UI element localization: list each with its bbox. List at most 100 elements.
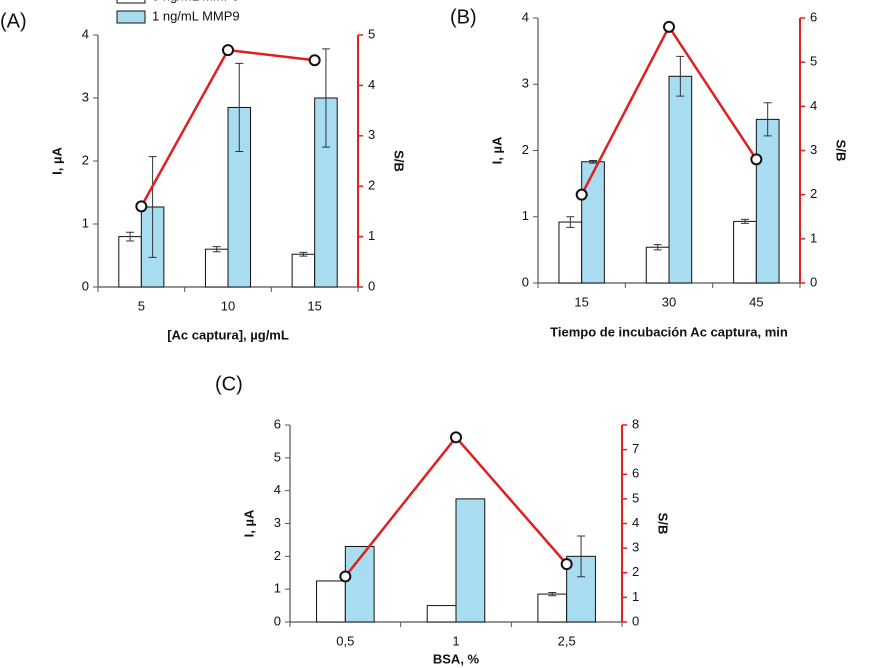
y2-tick-label: 8 — [632, 416, 639, 431]
bar — [316, 580, 346, 623]
y-axis-label: I, µA — [489, 136, 504, 164]
bar — [426, 605, 457, 623]
error-bar — [235, 62, 244, 153]
error-bar — [763, 102, 772, 137]
y-tick-label: 0 — [522, 274, 529, 289]
y-tick-label: 1 — [82, 215, 89, 230]
y2-tick-label: 4 — [810, 98, 817, 113]
error-bar — [321, 48, 330, 148]
y-tick-label: 3 — [522, 76, 529, 91]
y-tick-label: 2 — [522, 142, 529, 157]
y-tick-label: 4 — [82, 26, 89, 41]
y2-tick-label: 5 — [632, 490, 639, 505]
y2-tick-label: 4 — [632, 515, 639, 530]
x-tick-label: 5 — [138, 298, 145, 313]
bar — [537, 593, 568, 623]
bar — [118, 236, 142, 288]
y2-tick-label: 0 — [368, 278, 375, 293]
y-tick-label: 3 — [82, 89, 89, 104]
x-axis-label: Tiempo de incubación Ac captura, min — [550, 324, 788, 339]
bar — [668, 75, 693, 284]
line-marker — [308, 54, 321, 67]
y2-tick-label: 5 — [810, 54, 817, 69]
bar — [755, 118, 780, 284]
legend-swatch — [116, 0, 146, 4]
error-bar — [566, 216, 575, 228]
error-bar — [212, 246, 221, 253]
panel-label: (B) — [450, 6, 477, 28]
x-tick-label: 0,5 — [336, 633, 354, 648]
y-tick-label: 1 — [522, 208, 529, 223]
y2-tick-label: 1 — [368, 228, 375, 243]
y-tick-label: 0 — [274, 613, 281, 628]
y2-axis-label: S/B — [392, 150, 407, 172]
line-marker — [135, 200, 148, 213]
x-tick-label: 2,5 — [558, 633, 576, 648]
y2-tick-label: 1 — [632, 589, 639, 604]
x-tick-label: 30 — [662, 294, 676, 309]
y2-tick-label: 2 — [810, 186, 817, 201]
line-marker — [222, 44, 234, 57]
bar — [344, 545, 375, 623]
bar — [581, 161, 605, 284]
x-tick-label: 1 — [452, 633, 459, 648]
x-tick-label: 45 — [749, 294, 763, 309]
error-bar — [676, 55, 685, 97]
line-marker — [663, 20, 675, 33]
y2-tick-label: 3 — [810, 142, 817, 157]
x-tick-label: 10 — [221, 298, 235, 313]
error-bar — [148, 156, 157, 258]
bar — [204, 248, 229, 288]
line-marker — [450, 431, 462, 444]
legend-label: 1 ng/mL MMP9 — [152, 8, 240, 23]
y-axis-label: I, µA — [49, 147, 64, 175]
panel-label: (A) — [0, 10, 27, 32]
y-tick-label: 4 — [274, 482, 281, 497]
bar — [733, 220, 757, 284]
x-axis-label: [Ac captura], µg/mL — [167, 327, 289, 342]
legend-label: 0 ng/mL MMP9 — [152, 0, 240, 3]
y2-tick-label: 5 — [368, 26, 375, 41]
y-tick-label: 4 — [522, 9, 529, 24]
x-axis-label: BSA, % — [433, 651, 480, 666]
error-bar — [126, 231, 135, 242]
y2-tick-label: 3 — [632, 540, 639, 555]
line-marker — [750, 153, 763, 166]
error-bar — [589, 159, 598, 164]
error-bar — [548, 591, 557, 597]
y2-tick-label: 2 — [632, 564, 639, 579]
panel-label: (C) — [215, 373, 243, 395]
bar — [291, 253, 316, 288]
line-marker — [560, 558, 573, 571]
y-tick-label: 5 — [274, 449, 281, 464]
bar — [645, 246, 670, 284]
x-tick-label: 15 — [574, 294, 588, 309]
line-marker — [339, 570, 352, 583]
error-bar — [299, 251, 308, 257]
error-bar — [740, 218, 749, 224]
x-tick-label: 15 — [307, 298, 321, 313]
legend-swatch — [116, 10, 146, 24]
y-axis-label: I, µA — [241, 509, 256, 537]
error-bar — [577, 535, 586, 578]
y2-tick-label: 6 — [632, 466, 639, 481]
y2-tick-label: 7 — [632, 441, 639, 456]
y-tick-label: 3 — [274, 515, 281, 530]
line-marker — [575, 188, 588, 201]
y2-tick-label: 2 — [368, 178, 375, 193]
y-tick-label: 1 — [274, 581, 281, 596]
bar — [455, 498, 486, 623]
error-bar — [653, 244, 662, 251]
y-tick-label: 0 — [82, 278, 89, 293]
y2-axis-label: S/B — [656, 513, 671, 535]
y2-tick-label: 6 — [810, 9, 817, 24]
y2-tick-label: 3 — [368, 127, 375, 142]
y2-tick-label: 4 — [368, 77, 375, 92]
bar — [558, 221, 583, 284]
y2-tick-label: 1 — [810, 230, 817, 245]
y2-tick-label: 0 — [632, 613, 639, 628]
y2-tick-label: 0 — [810, 274, 817, 289]
y2-axis-label: S/B — [834, 140, 849, 162]
y-tick-label: 2 — [82, 152, 89, 167]
